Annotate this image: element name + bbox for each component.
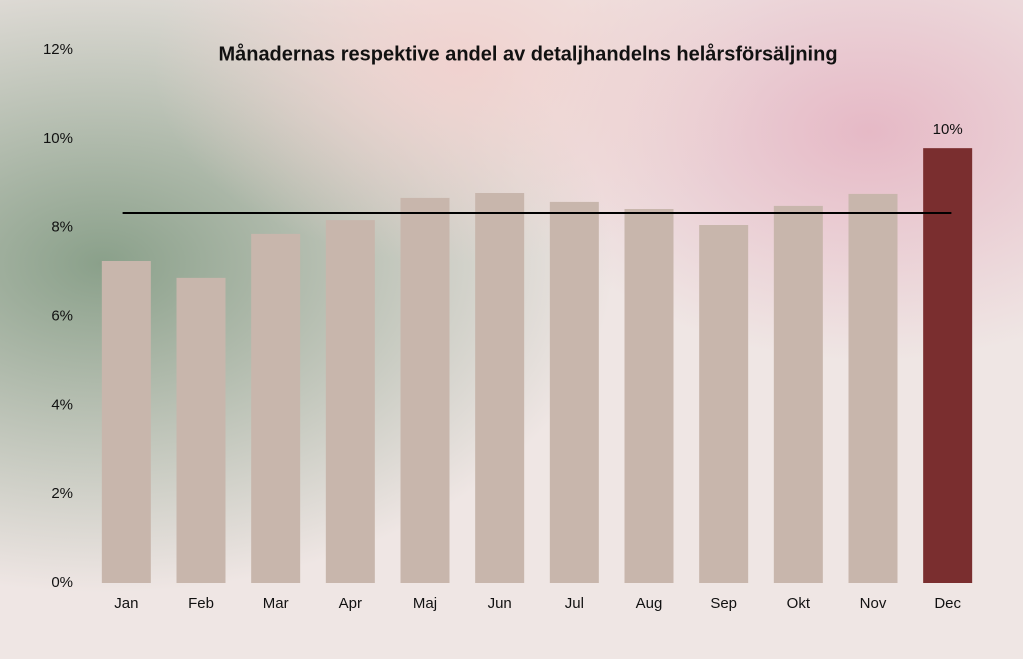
bar — [325, 220, 375, 583]
y-tick-label: 4% — [51, 396, 73, 413]
y-tick-label: 6% — [51, 307, 73, 324]
bar — [549, 201, 599, 583]
y-tick-label: 8% — [51, 219, 73, 236]
x-tick-label: Maj — [413, 595, 437, 612]
x-tick-label: Jan — [114, 595, 138, 612]
bar — [923, 148, 973, 583]
x-tick-label: Apr — [339, 595, 362, 612]
x-tick-label: Nov — [860, 595, 887, 612]
bar — [773, 205, 823, 583]
y-tick-label: 2% — [51, 485, 73, 502]
y-tick-label: 12% — [43, 41, 73, 58]
x-tick-label: Feb — [188, 595, 214, 612]
x-tick-label: Jun — [488, 595, 512, 612]
bar — [624, 209, 674, 584]
y-tick-label: 0% — [51, 574, 73, 591]
x-tick-label: Sep — [710, 595, 737, 612]
bar — [251, 233, 301, 583]
bar — [848, 193, 898, 583]
x-tick-label: Okt — [787, 595, 811, 612]
bar — [400, 197, 450, 583]
bar — [699, 225, 749, 584]
value-label: 10% — [933, 121, 963, 138]
x-tick-label: Jul — [565, 595, 584, 612]
bar — [475, 193, 525, 583]
x-tick-label: Mar — [263, 595, 289, 612]
x-tick-label: Aug — [636, 595, 663, 612]
x-tick-label: Dec — [934, 595, 961, 612]
bar — [176, 277, 226, 583]
bar — [101, 260, 151, 583]
y-tick-label: 10% — [43, 130, 73, 147]
chart-title: Månadernas respektive andel av detaljhan… — [218, 42, 837, 65]
